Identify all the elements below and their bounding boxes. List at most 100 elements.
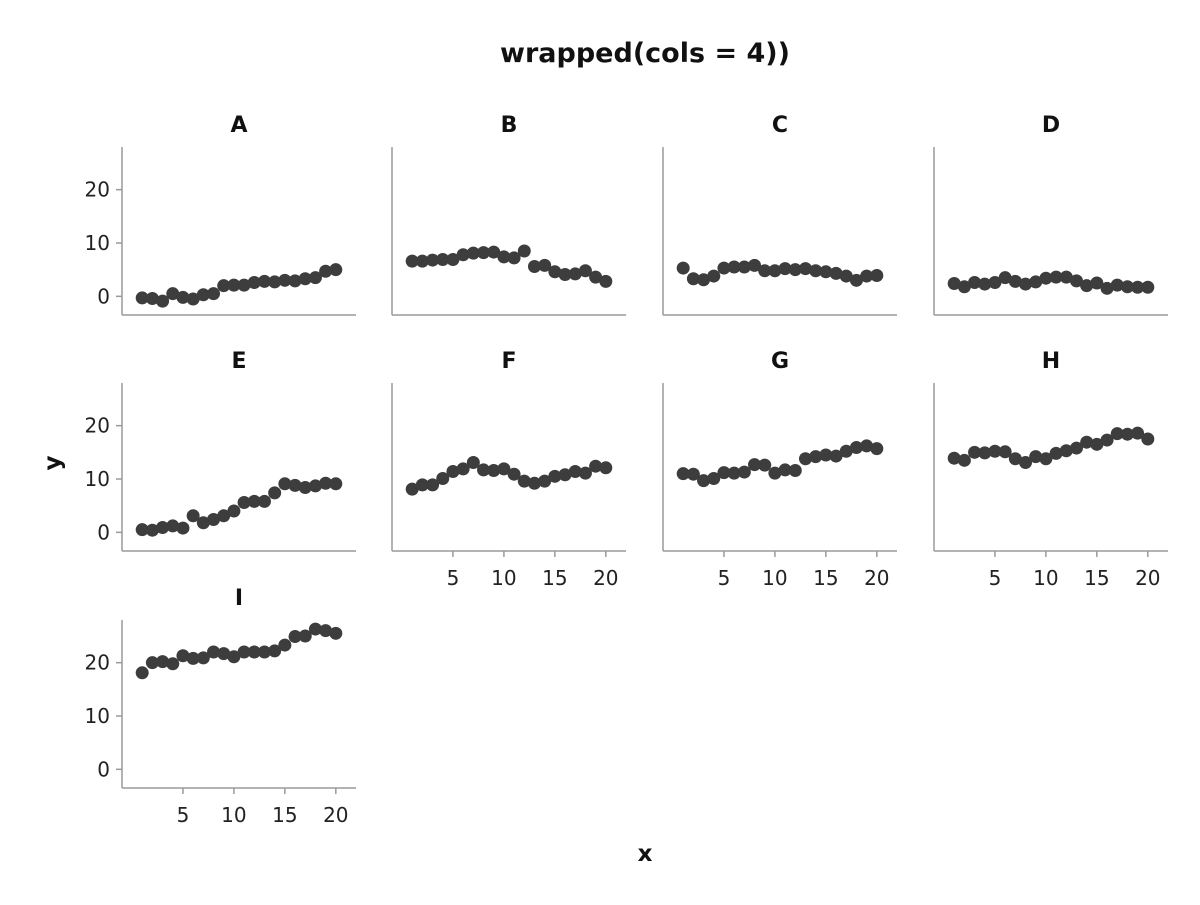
x-tick-label: 20	[323, 803, 348, 827]
data-point	[988, 444, 1002, 458]
facet-label-d: D	[1042, 113, 1060, 138]
data-point	[415, 478, 429, 492]
data-point	[298, 272, 312, 286]
x-tick-label: 20	[593, 566, 618, 590]
data-point	[237, 645, 251, 659]
data-point	[697, 273, 711, 287]
data-point	[329, 477, 343, 491]
data-point	[1100, 433, 1114, 447]
data-point	[477, 463, 491, 477]
data-point	[1090, 437, 1104, 451]
data-point	[247, 494, 261, 508]
data-point	[186, 292, 200, 306]
y-tick-label: 20	[85, 414, 110, 438]
data-point	[798, 452, 812, 466]
data-point	[308, 622, 322, 636]
data-point	[947, 451, 961, 465]
data-point	[487, 463, 501, 477]
data-point	[1069, 274, 1083, 288]
data-point	[176, 290, 190, 304]
data-point	[676, 261, 690, 275]
x-tick-label: 20	[1135, 566, 1160, 590]
data-point	[268, 275, 282, 289]
data-point	[849, 273, 863, 287]
data-point	[227, 650, 241, 664]
data-point	[156, 294, 170, 308]
data-point	[257, 494, 271, 508]
data-point	[278, 638, 292, 652]
data-point	[1059, 444, 1073, 458]
data-point	[957, 280, 971, 294]
panel-e: E 0 10 20	[85, 349, 356, 552]
data-point	[207, 287, 221, 301]
data-point	[319, 624, 333, 638]
data-point	[1110, 278, 1124, 292]
data-point	[676, 467, 690, 481]
data-point	[1100, 281, 1114, 295]
data-point	[849, 441, 863, 455]
data-point	[196, 516, 210, 530]
data-point	[829, 266, 843, 280]
x-tick-label: 10	[1033, 566, 1058, 590]
data-point	[456, 248, 470, 262]
data-point	[507, 467, 521, 481]
x-tick-label: 15	[813, 566, 838, 590]
data-point	[145, 291, 159, 305]
data-point	[860, 269, 874, 283]
data-point	[758, 264, 772, 278]
panel-g: G 5 10 15 20	[662, 349, 897, 590]
y-tick-label: 20	[85, 178, 110, 202]
data-point	[788, 263, 802, 277]
data-point	[727, 466, 741, 480]
data-point	[217, 647, 231, 661]
data-point	[156, 655, 170, 669]
facet-label-a: A	[230, 113, 247, 138]
data-point	[829, 449, 843, 463]
data-point	[686, 272, 700, 286]
data-point	[308, 271, 322, 285]
data-point	[538, 474, 552, 488]
data-point	[217, 509, 231, 523]
data-point	[517, 474, 531, 488]
data-point	[196, 651, 210, 665]
data-point	[1131, 280, 1145, 294]
data-point	[717, 261, 731, 275]
data-point	[308, 479, 322, 493]
data-point	[298, 481, 312, 495]
data-point	[768, 466, 782, 480]
data-point	[778, 463, 792, 477]
y-tick-label: 10	[85, 467, 110, 491]
data-point	[870, 442, 884, 456]
data-point	[809, 264, 823, 278]
x-tick-label: 20	[864, 566, 889, 590]
data-point	[548, 265, 562, 279]
data-point	[288, 630, 302, 644]
data-point	[405, 254, 419, 268]
data-point	[446, 253, 460, 267]
data-point	[978, 446, 992, 460]
data-point	[1019, 277, 1033, 291]
data-point	[319, 264, 333, 278]
data-point	[778, 262, 792, 276]
data-point	[319, 476, 333, 490]
data-point	[426, 253, 440, 267]
data-point	[968, 445, 982, 459]
data-point	[1090, 276, 1104, 290]
data-point	[1080, 279, 1094, 293]
data-point	[568, 465, 582, 479]
data-point	[1029, 450, 1043, 464]
panel-a: A 0 10 20	[85, 113, 356, 316]
data-point	[839, 444, 853, 458]
data-point	[860, 439, 874, 453]
y-tick-label: 10	[85, 231, 110, 255]
data-point	[599, 461, 613, 475]
data-point	[578, 466, 592, 480]
data-point	[727, 260, 741, 274]
x-tick-label: 5	[718, 566, 731, 590]
data-point	[247, 275, 261, 289]
x-tick-label: 5	[177, 803, 190, 827]
data-point	[166, 657, 180, 671]
